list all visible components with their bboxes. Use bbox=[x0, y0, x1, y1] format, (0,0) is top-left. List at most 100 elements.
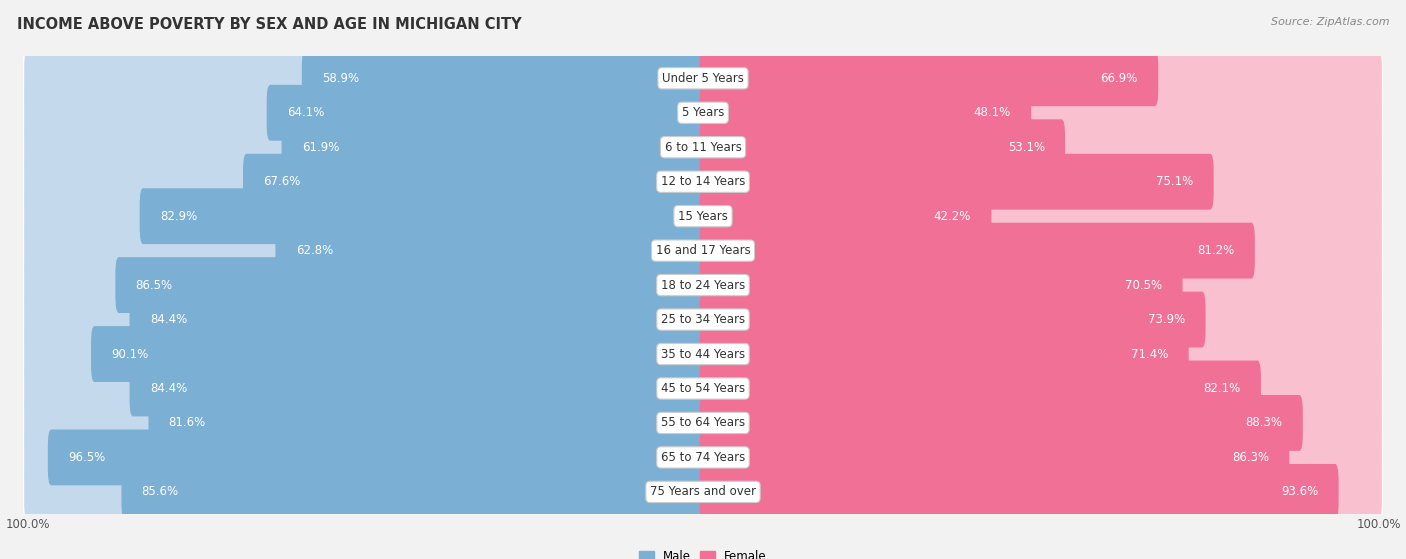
FancyBboxPatch shape bbox=[24, 182, 1382, 250]
Text: 42.2%: 42.2% bbox=[934, 210, 972, 222]
FancyBboxPatch shape bbox=[700, 361, 1261, 416]
FancyBboxPatch shape bbox=[24, 216, 1382, 285]
FancyBboxPatch shape bbox=[700, 50, 1382, 106]
Text: 15 Years: 15 Years bbox=[678, 210, 728, 222]
FancyBboxPatch shape bbox=[24, 85, 706, 141]
FancyBboxPatch shape bbox=[24, 50, 706, 106]
FancyBboxPatch shape bbox=[24, 44, 1382, 113]
FancyBboxPatch shape bbox=[700, 119, 1382, 175]
FancyBboxPatch shape bbox=[24, 257, 706, 313]
FancyBboxPatch shape bbox=[149, 395, 706, 451]
FancyBboxPatch shape bbox=[91, 326, 706, 382]
Text: 66.9%: 66.9% bbox=[1101, 72, 1137, 85]
Text: 35 to 44 Years: 35 to 44 Years bbox=[661, 348, 745, 361]
FancyBboxPatch shape bbox=[139, 188, 706, 244]
FancyBboxPatch shape bbox=[700, 429, 1382, 485]
FancyBboxPatch shape bbox=[700, 154, 1382, 210]
FancyBboxPatch shape bbox=[24, 361, 706, 416]
FancyBboxPatch shape bbox=[700, 85, 1382, 141]
FancyBboxPatch shape bbox=[700, 119, 1064, 175]
Text: 86.5%: 86.5% bbox=[135, 278, 173, 292]
FancyBboxPatch shape bbox=[24, 222, 706, 278]
FancyBboxPatch shape bbox=[24, 285, 1382, 354]
FancyBboxPatch shape bbox=[24, 188, 706, 244]
Text: 75.1%: 75.1% bbox=[1156, 175, 1194, 188]
FancyBboxPatch shape bbox=[24, 320, 1382, 389]
Text: 12 to 14 Years: 12 to 14 Years bbox=[661, 175, 745, 188]
FancyBboxPatch shape bbox=[24, 147, 1382, 216]
FancyBboxPatch shape bbox=[121, 464, 706, 520]
FancyBboxPatch shape bbox=[700, 50, 1159, 106]
FancyBboxPatch shape bbox=[24, 326, 706, 382]
Text: 93.6%: 93.6% bbox=[1281, 485, 1319, 499]
FancyBboxPatch shape bbox=[24, 119, 706, 175]
Text: 81.6%: 81.6% bbox=[169, 416, 207, 429]
FancyBboxPatch shape bbox=[24, 464, 706, 520]
Text: 55 to 64 Years: 55 to 64 Years bbox=[661, 416, 745, 429]
FancyBboxPatch shape bbox=[24, 354, 1382, 423]
FancyBboxPatch shape bbox=[24, 457, 1382, 527]
Text: 88.3%: 88.3% bbox=[1246, 416, 1282, 429]
FancyBboxPatch shape bbox=[700, 429, 1289, 485]
FancyBboxPatch shape bbox=[276, 222, 706, 278]
FancyBboxPatch shape bbox=[700, 222, 1382, 278]
FancyBboxPatch shape bbox=[281, 119, 706, 175]
Text: 84.4%: 84.4% bbox=[150, 382, 187, 395]
FancyBboxPatch shape bbox=[267, 85, 706, 141]
FancyBboxPatch shape bbox=[700, 326, 1188, 382]
Text: 82.1%: 82.1% bbox=[1204, 382, 1240, 395]
Text: Source: ZipAtlas.com: Source: ZipAtlas.com bbox=[1271, 17, 1389, 27]
Text: 61.9%: 61.9% bbox=[302, 141, 339, 154]
Text: 5 Years: 5 Years bbox=[682, 106, 724, 119]
FancyBboxPatch shape bbox=[24, 429, 706, 485]
Text: 16 and 17 Years: 16 and 17 Years bbox=[655, 244, 751, 257]
Text: 90.1%: 90.1% bbox=[111, 348, 149, 361]
Text: INCOME ABOVE POVERTY BY SEX AND AGE IN MICHIGAN CITY: INCOME ABOVE POVERTY BY SEX AND AGE IN M… bbox=[17, 17, 522, 32]
FancyBboxPatch shape bbox=[129, 361, 706, 416]
FancyBboxPatch shape bbox=[24, 113, 1382, 182]
Text: Under 5 Years: Under 5 Years bbox=[662, 72, 744, 85]
Text: 75 Years and over: 75 Years and over bbox=[650, 485, 756, 499]
FancyBboxPatch shape bbox=[700, 464, 1339, 520]
FancyBboxPatch shape bbox=[24, 395, 706, 451]
FancyBboxPatch shape bbox=[700, 188, 1382, 244]
FancyBboxPatch shape bbox=[700, 257, 1182, 313]
Text: 70.5%: 70.5% bbox=[1125, 278, 1163, 292]
Text: 53.1%: 53.1% bbox=[1008, 141, 1045, 154]
Text: 84.4%: 84.4% bbox=[150, 313, 187, 326]
FancyBboxPatch shape bbox=[129, 292, 706, 348]
FancyBboxPatch shape bbox=[24, 250, 1382, 320]
Text: 71.4%: 71.4% bbox=[1130, 348, 1168, 361]
FancyBboxPatch shape bbox=[48, 429, 706, 485]
FancyBboxPatch shape bbox=[700, 292, 1205, 348]
FancyBboxPatch shape bbox=[24, 154, 706, 210]
FancyBboxPatch shape bbox=[700, 257, 1382, 313]
Text: 62.8%: 62.8% bbox=[295, 244, 333, 257]
FancyBboxPatch shape bbox=[24, 423, 1382, 492]
Text: 65 to 74 Years: 65 to 74 Years bbox=[661, 451, 745, 464]
Text: 67.6%: 67.6% bbox=[263, 175, 301, 188]
FancyBboxPatch shape bbox=[700, 292, 1382, 348]
Text: 25 to 34 Years: 25 to 34 Years bbox=[661, 313, 745, 326]
FancyBboxPatch shape bbox=[700, 361, 1382, 416]
FancyBboxPatch shape bbox=[700, 395, 1382, 451]
FancyBboxPatch shape bbox=[24, 78, 1382, 147]
Text: 64.1%: 64.1% bbox=[287, 106, 325, 119]
FancyBboxPatch shape bbox=[115, 257, 706, 313]
FancyBboxPatch shape bbox=[700, 222, 1254, 278]
Text: 86.3%: 86.3% bbox=[1232, 451, 1270, 464]
FancyBboxPatch shape bbox=[700, 188, 991, 244]
Text: 6 to 11 Years: 6 to 11 Years bbox=[665, 141, 741, 154]
Text: 85.6%: 85.6% bbox=[142, 485, 179, 499]
Text: 58.9%: 58.9% bbox=[322, 72, 359, 85]
FancyBboxPatch shape bbox=[700, 326, 1382, 382]
Text: 48.1%: 48.1% bbox=[974, 106, 1011, 119]
FancyBboxPatch shape bbox=[700, 85, 1031, 141]
Legend: Male, Female: Male, Female bbox=[640, 551, 766, 559]
FancyBboxPatch shape bbox=[243, 154, 706, 210]
Text: 45 to 54 Years: 45 to 54 Years bbox=[661, 382, 745, 395]
Text: 81.2%: 81.2% bbox=[1198, 244, 1234, 257]
FancyBboxPatch shape bbox=[24, 389, 1382, 457]
FancyBboxPatch shape bbox=[24, 292, 706, 348]
FancyBboxPatch shape bbox=[700, 154, 1213, 210]
